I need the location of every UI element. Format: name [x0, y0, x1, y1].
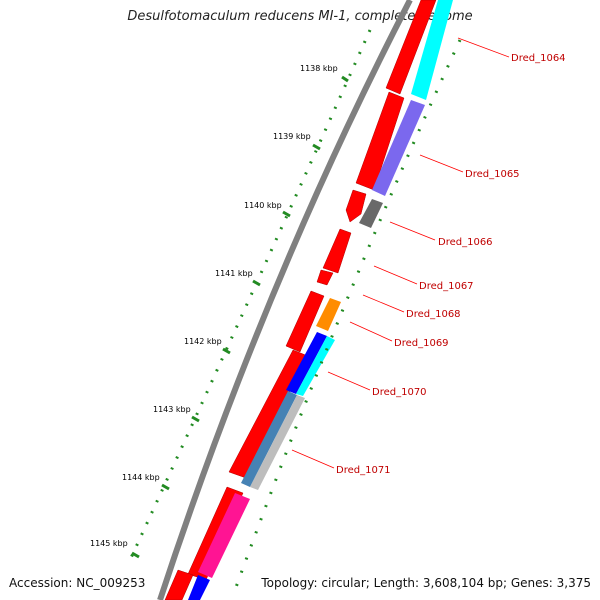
gene-label-1066: Dred_1066: [438, 237, 493, 248]
gene-forward-1067: [322, 228, 352, 274]
leader-1067: [373, 265, 418, 285]
tick-mark: [282, 210, 291, 218]
tick-label-1142: 1142 kbp: [184, 337, 222, 346]
forward-strand-genes: [164, 0, 437, 600]
gene-reverse-gray-1066: [359, 199, 383, 228]
gene-reverse-steel-1071: [241, 391, 297, 487]
gene-label-1065: Dred_1065: [465, 169, 520, 180]
tick-mark: [312, 143, 321, 151]
tick-label-1145: 1145 kbp: [90, 539, 128, 548]
leader-1065: [419, 154, 464, 173]
genome-summary-text: Topology: circular; Length: 3,608,104 bp…: [261, 576, 591, 590]
gene-reverse-cyan-1064: [411, 0, 453, 100]
gene-reverse-pink-1072: [198, 493, 250, 578]
leader-1066: [389, 221, 436, 241]
tick-label-1139: 1139 kbp: [273, 132, 311, 141]
gene-reverse-slate-1065: [372, 100, 425, 196]
gene-forward-1072: [164, 569, 194, 600]
gene-label-1071: Dred_1071: [336, 465, 391, 476]
tick-label-1144: 1144 kbp: [122, 473, 160, 482]
gene-label-1069: Dred_1069: [394, 338, 449, 349]
tick-mark: [341, 75, 349, 83]
gene-reverse-silver-1071: [250, 395, 305, 490]
tick-label-1140: 1140 kbp: [244, 201, 282, 210]
tick-marks: [131, 75, 349, 559]
gene-reverse-blue-1073: [188, 575, 210, 600]
tick-label-1138: 1138 kbp: [300, 64, 338, 73]
gene-label-1064: Dred_1064: [511, 53, 566, 64]
label-leaders: [291, 37, 510, 469]
leader-1064: [457, 37, 510, 58]
tick-mark: [222, 347, 231, 355]
tick-label-1143: 1143 kbp: [153, 405, 191, 414]
tick-mark: [131, 551, 140, 559]
leader-1071: [291, 449, 335, 469]
gene-reverse-blue-1069: [286, 332, 327, 394]
gene-label-1068: Dred_1068: [406, 309, 461, 320]
genome-backbone: [157, 0, 413, 600]
gene-label-1070: Dred_1070: [372, 387, 427, 398]
tick-label-1141: 1141 kbp: [215, 269, 253, 278]
gene-forward-1066: [345, 189, 367, 223]
tick-mark: [191, 415, 200, 423]
tick-mark: [252, 279, 261, 287]
gene-forward-1064: [385, 0, 437, 95]
leader-1068: [362, 294, 405, 313]
gene-forward-1069: [285, 290, 325, 353]
accession-text: Accession: NC_009253: [9, 576, 146, 590]
tick-mark: [161, 483, 170, 491]
gene-label-1067: Dred_1067: [419, 281, 474, 292]
gene-reverse-orange-1068: [316, 298, 341, 331]
map-title: Desulfotomaculum reducens MI-1, complete…: [127, 9, 473, 24]
leader-1069: [349, 321, 393, 342]
gene-reverse-cyan-1070: [296, 336, 335, 396]
leader-1070: [327, 371, 371, 391]
gene-forward-1068: [316, 269, 334, 286]
